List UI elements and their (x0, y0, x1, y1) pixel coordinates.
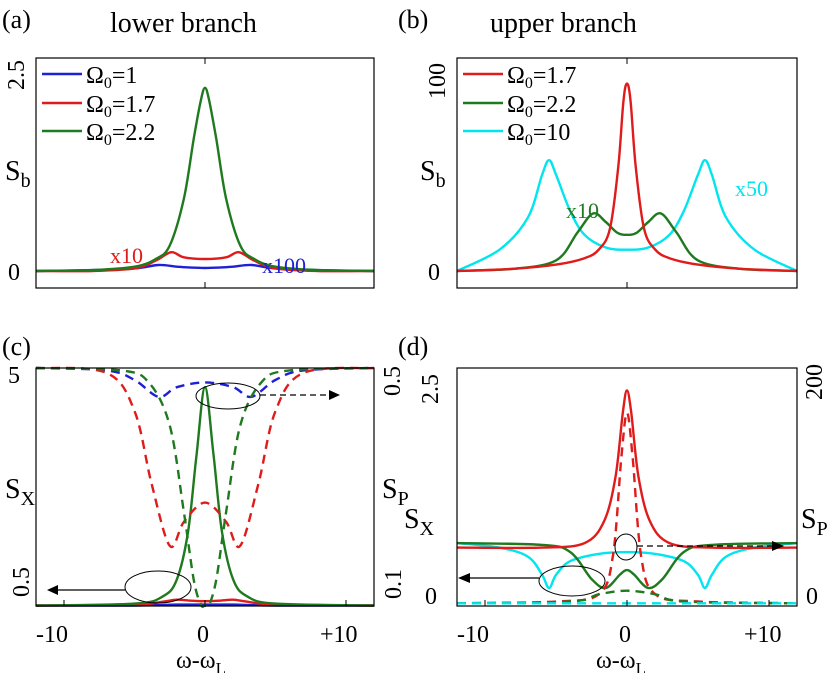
panel-b-ytick-100: 100 (425, 63, 451, 99)
panel-c-xtick-label-0: 0 (197, 622, 209, 648)
panel-c-curves (35, 366, 375, 608)
panel-c-ytick-right-0.5: 0.5 (380, 366, 406, 396)
panel-b-series-2 (456, 82, 798, 273)
panel-c: (c) SX SP 5 0.5 0.5 0.1 -10 0 +10 ω-ωL (2, 332, 409, 673)
panel-a-series-2 (35, 86, 375, 273)
panel-d-ytick-2.5: 2.5 (418, 374, 444, 404)
panel-c-ytick-right-0.1: 0.1 (381, 569, 407, 599)
panel-d-xlabel: ω-ωL (596, 648, 646, 673)
panel-a-ytick-2.5: 2.5 (4, 60, 30, 90)
panel-b-label: (b) (398, 5, 428, 34)
panel-c-xlabel: ω-ωL (176, 648, 226, 673)
panel-b-series-1 (456, 212, 798, 273)
legend-label-omega-1.7: Ω0=1.7 (507, 63, 576, 92)
panel-d: (d) SX SP 2.5 0 200 0 -10 0 +10 ω-ωL (398, 332, 828, 673)
panel-d-xtick-label-0: 0 (619, 622, 631, 648)
panel-c-series-5 (35, 366, 375, 608)
panel-d-ellipse-right (614, 533, 638, 561)
panel-c-ytick-0.5: 0.5 (9, 567, 35, 597)
panel-a-label: (a) (2, 5, 31, 34)
panel-d-label: (d) (398, 332, 428, 361)
panel-b-title: upper branch (490, 8, 637, 39)
panel-d-ellipse-left (538, 565, 606, 597)
panel-c-ytick-5: 5 (8, 363, 20, 389)
panel-b-annotation-x50: x50 (735, 176, 768, 201)
legend-label-omega-2.2: Ω0=2.2 (507, 92, 576, 121)
panel-a-ytick-0: 0 (8, 260, 20, 286)
legend-label-omega-10: Ω0=10 (507, 120, 570, 149)
panel-c-arrowhead-right (329, 390, 340, 400)
panel-c-xtick-label-minus10: -10 (36, 622, 68, 648)
legend-label-omega-2.2: Ω0=2.2 (86, 120, 155, 149)
panel-a-annotation-x10: x10 (110, 243, 143, 268)
panel-a-series-1 (35, 250, 375, 273)
panel-a-ylabel: Sb (5, 156, 31, 192)
panel-d-ytick-right-200: 200 (802, 364, 828, 400)
panel-d-arrowhead-right (772, 541, 784, 551)
panel-d-ylabel: SX (404, 504, 435, 540)
panel-d-ytick-0: 0 (425, 584, 437, 610)
panel-c-ellipse-left (124, 570, 192, 604)
panel-a: (a) lower branch Sb 2.5 0 Ω0=1 Ω0=1.7 Ω0… (2, 5, 375, 289)
panel-d-arrowhead-left (458, 573, 470, 583)
panel-c-ylabel-right: SP (382, 474, 409, 510)
panel-b-ylabel: Sb (420, 156, 446, 192)
panel-a-legend: Ω0=1 Ω0=1.7 Ω0=2.2 (42, 63, 155, 149)
panel-a-annotation-x100: x100 (262, 253, 306, 278)
panel-b-series-0 (456, 158, 798, 273)
panel-d-ytick-right-0: 0 (806, 584, 818, 610)
panel-a-title: lower branch (110, 8, 257, 39)
legend-label-omega-1.7: Ω0=1.7 (86, 92, 155, 121)
panel-b: (b) upper branch Sb 100 0 Ω0=1.7 Ω0=2.2 … (398, 5, 798, 289)
panel-c-label: (c) (2, 332, 31, 361)
panel-c-series-3 (35, 366, 375, 399)
panel-c-arrowhead-left (47, 585, 58, 595)
panel-d-xtick-label-minus10: -10 (457, 622, 489, 648)
panel-c-xtick-label-10: +10 (320, 622, 358, 648)
panel-d-xtick-label-10: +10 (744, 622, 782, 648)
panel-b-annotation-x10: x10 (566, 198, 599, 223)
panel-d-series-1 (456, 541, 798, 590)
panel-c-series-4 (35, 366, 375, 549)
panel-c-series-2 (35, 385, 375, 607)
panel-c-ellipse-right (195, 382, 261, 410)
panel-b-legend: Ω0=1.7 Ω0=2.2 Ω0=10 (463, 63, 576, 149)
panel-b-ytick-0: 0 (428, 260, 440, 286)
panel-d-series-4 (456, 589, 798, 605)
panel-d-curves (456, 389, 798, 605)
panel-a-curves (35, 86, 375, 273)
panel-d-series-2 (456, 389, 798, 550)
panel-c-axes (35, 367, 375, 607)
legend-label-omega-1: Ω0=1 (86, 63, 137, 92)
panel-d-series-3 (456, 411, 798, 605)
panel-c-ylabel: SX (5, 474, 36, 510)
panel-d-ylabel-right: SP (801, 504, 828, 540)
panel-d-series-0 (456, 541, 798, 590)
panel-b-curves (456, 82, 798, 273)
